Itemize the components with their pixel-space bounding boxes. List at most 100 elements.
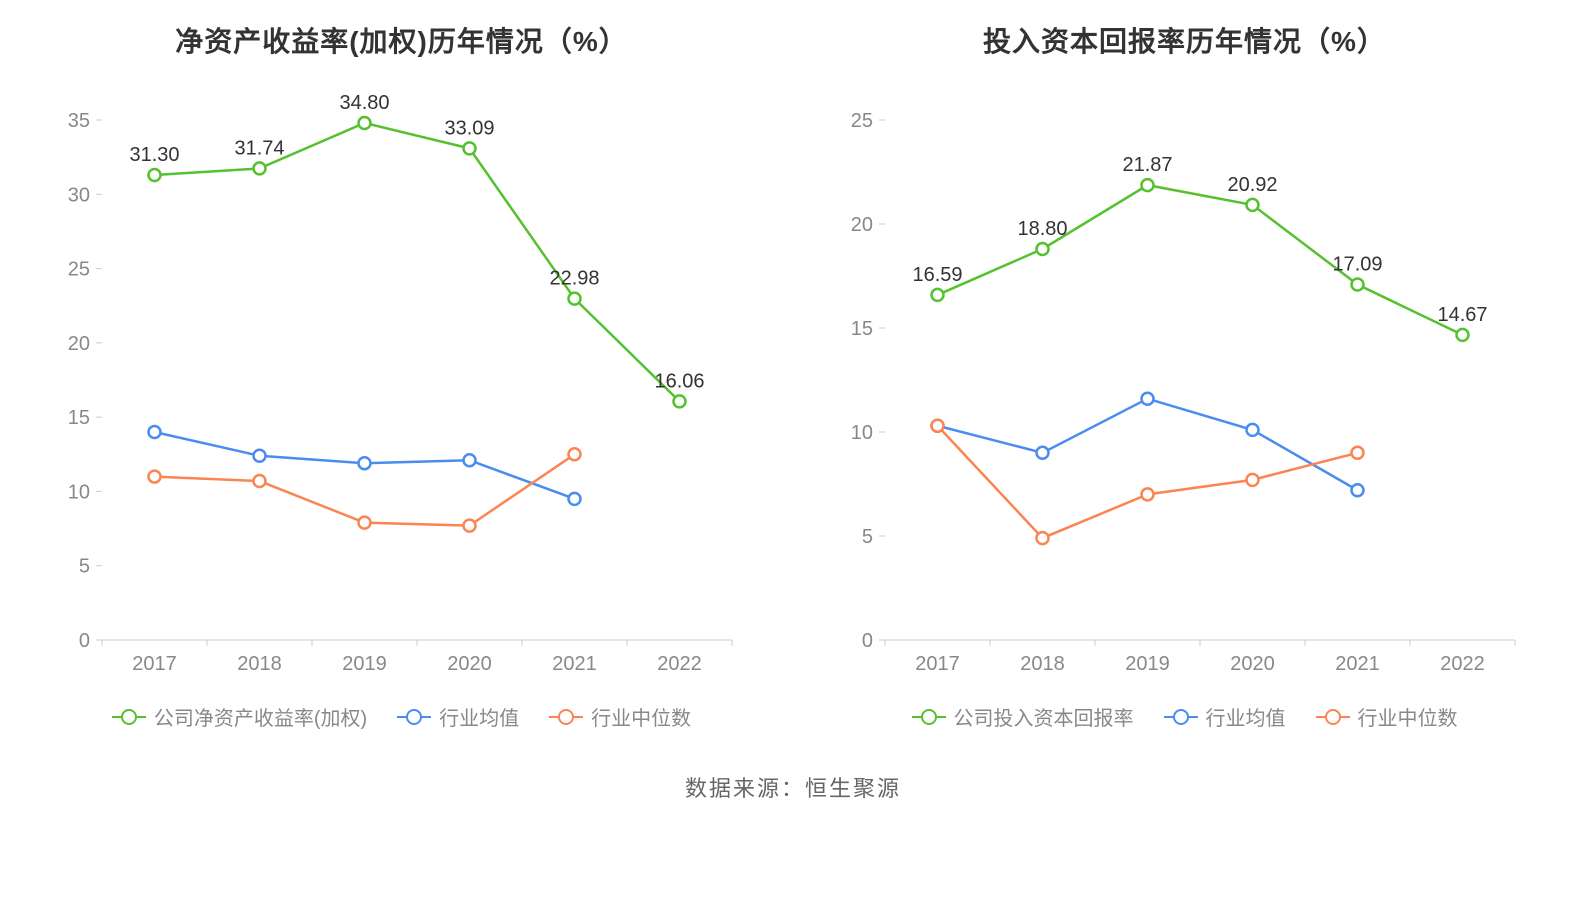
series-marker-industry_mean (1351, 484, 1363, 496)
legend-item-company[interactable]: 公司净资产收益率(加权) (112, 702, 367, 731)
legend-swatch-company (912, 710, 946, 724)
series-value-label: 31.74 (234, 137, 284, 159)
series-line-company (937, 185, 1462, 335)
series-marker-industry_mean (253, 450, 265, 462)
page-container: 净资产收益率(加权)历年情况（%） 0510152025303520172018… (0, 0, 1586, 918)
x-tick-label: 2020 (1230, 653, 1275, 675)
y-tick-label: 35 (67, 110, 89, 132)
series-marker-industry_median (568, 448, 580, 460)
x-tick-label: 2022 (1440, 653, 1485, 675)
roic-chart-title: 投入资本回报率历年情况（%） (983, 20, 1386, 60)
series-marker-industry_median (148, 471, 160, 483)
series-marker-company (1036, 243, 1048, 255)
legend-swatch-company (112, 710, 146, 724)
y-tick-label: 30 (67, 184, 89, 206)
series-marker-industry_mean (568, 493, 580, 505)
series-value-label: 17.09 (1332, 254, 1382, 276)
x-tick-label: 2020 (447, 653, 492, 675)
legend-item-company[interactable]: 公司投入资本回报率 (912, 702, 1134, 731)
legend-item-industry_median[interactable]: 行业中位数 (549, 702, 691, 731)
legend-label: 公司净资产收益率(加权) (154, 702, 367, 731)
series-value-label: 18.80 (1017, 218, 1067, 240)
roic-chart-panel: 投入资本回报率历年情况（%） 0 5 10 15 20 25 2017 2018 2019 202… (823, 20, 1546, 731)
series-marker-company (1141, 179, 1153, 191)
y-tick-label: 5 (78, 556, 89, 578)
series-value-label: 16.59 (912, 264, 962, 286)
series-marker-industry_mean (1036, 447, 1048, 459)
legend-label: 行业均值 (1206, 702, 1286, 731)
series-marker-industry_mean (148, 426, 160, 438)
legend-label: 公司投入资本回报率 (954, 702, 1134, 731)
roe-chart-legend: 公司净资产收益率(加权) 行业均值 行业中位数 (112, 702, 691, 731)
x-tick-label: 2021 (552, 653, 597, 675)
legend-item-industry_median[interactable]: 行业中位数 (1316, 702, 1458, 731)
series-marker-industry_median (931, 420, 943, 432)
series-marker-company (253, 162, 265, 174)
legend-swatch-industry_mean (397, 710, 431, 724)
series-value-label: 21.87 (1122, 154, 1172, 176)
series-marker-company (931, 289, 943, 301)
y-tick-label: 5 (861, 526, 872, 548)
y-tick-label: 25 (67, 259, 89, 281)
y-tick-label: 0 (861, 630, 872, 652)
charts-row: 净资产收益率(加权)历年情况（%） 0510152025303520172018… (40, 20, 1546, 731)
series-marker-industry_mean (1141, 393, 1153, 405)
series-marker-industry_mean (1246, 424, 1258, 436)
series-value-label: 33.09 (444, 117, 494, 139)
series-value-label: 14.67 (1437, 304, 1487, 326)
series-marker-company (673, 395, 685, 407)
x-tick-label: 2019 (1125, 653, 1170, 675)
series-value-label: 31.30 (129, 144, 179, 166)
series-marker-industry_median (463, 520, 475, 532)
series-marker-company (358, 117, 370, 129)
x-tick-label: 2017 (915, 653, 960, 675)
series-marker-company (1456, 329, 1468, 341)
series-value-label: 22.98 (549, 268, 599, 290)
legend-item-industry_mean[interactable]: 行业均值 (1164, 702, 1286, 731)
x-tick-label: 2017 (132, 653, 177, 675)
series-marker-company (1351, 279, 1363, 291)
series-marker-company (1246, 199, 1258, 211)
series-marker-company (148, 169, 160, 181)
data-source-footer: 数据来源：恒生聚源 (40, 771, 1546, 803)
roic-chart-svg: 0 5 10 15 20 25 2017 2018 2019 2020 2021 2022 16.59 1… (825, 70, 1545, 690)
y-tick-label: 10 (850, 422, 872, 444)
y-tick-label: 25 (850, 110, 872, 132)
legend-swatch-industry_mean (1164, 710, 1198, 724)
series-marker-industry_mean (463, 454, 475, 466)
legend-label: 行业中位数 (591, 702, 691, 731)
y-tick-label: 0 (78, 630, 89, 652)
x-tick-label: 2019 (342, 653, 387, 675)
x-tick-label: 2022 (657, 653, 702, 675)
roe-chart-svg: 0 5 10 15 20 25 30 35 2017 2018 2019 2020 2021 2022 31… (42, 70, 762, 690)
legend-item-industry_mean[interactable]: 行业均值 (397, 702, 519, 731)
series-marker-company (568, 293, 580, 305)
series-marker-company (463, 142, 475, 154)
x-tick-label: 2021 (1335, 653, 1380, 675)
series-marker-industry_median (1036, 532, 1048, 544)
x-tick-label: 2018 (237, 653, 282, 675)
y-tick-label: 15 (850, 318, 872, 340)
roe-chart-title: 净资产收益率(加权)历年情况（%） (175, 20, 628, 60)
series-value-label: 16.06 (654, 370, 704, 392)
legend-swatch-industry_median (549, 710, 583, 724)
series-marker-industry_median (358, 517, 370, 529)
series-value-label: 34.80 (339, 92, 389, 114)
series-marker-industry_median (1246, 474, 1258, 486)
series-value-label: 20.92 (1227, 174, 1277, 196)
y-tick-label: 20 (850, 214, 872, 236)
series-line-company (154, 123, 679, 401)
y-tick-label: 20 (67, 333, 89, 355)
x-tick-label: 2018 (1020, 653, 1065, 675)
y-tick-label: 15 (67, 407, 89, 429)
series-marker-industry_median (1351, 447, 1363, 459)
legend-label: 行业均值 (439, 702, 519, 731)
legend-label: 行业中位数 (1358, 702, 1458, 731)
roic-chart-legend: 公司投入资本回报率 行业均值 行业中位数 (912, 702, 1458, 731)
roe-chart-panel: 净资产收益率(加权)历年情况（%） 0 5 10 15 20 25 30 35 2017 2018… (40, 20, 763, 731)
series-marker-industry_mean (358, 457, 370, 469)
legend-swatch-industry_median (1316, 710, 1350, 724)
series-line-industry_mean (937, 399, 1357, 491)
series-marker-industry_median (1141, 488, 1153, 500)
y-tick-label: 10 (67, 481, 89, 503)
